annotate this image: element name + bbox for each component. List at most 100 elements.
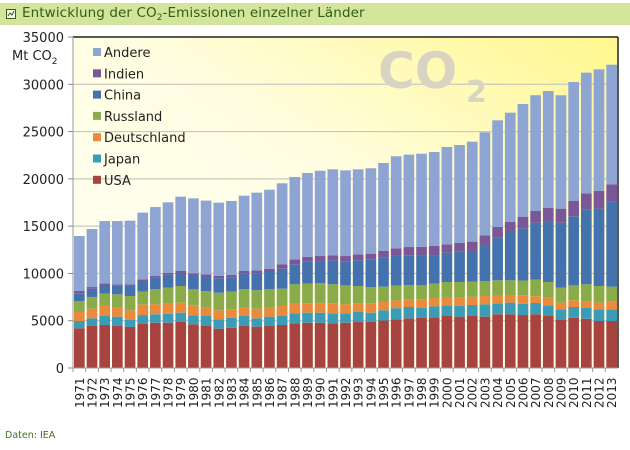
bar-segment-japan-1986 (264, 316, 275, 327)
bar-segment-indien-1994 (365, 253, 377, 260)
bar-segment-deutschland-1985 (251, 308, 263, 319)
bar-segment-russland-1992 (340, 285, 351, 305)
x-tick-label: 2013 (605, 377, 619, 408)
x-tick-label: 2002 (466, 377, 480, 408)
bar-segment-deutschland-1981 (200, 307, 212, 316)
legend-swatch (93, 90, 101, 99)
legend-label: Andere (104, 46, 150, 61)
bar-segment-usa-1985 (251, 326, 263, 368)
x-tick-label: 1987 (276, 377, 290, 408)
x-tick-label: 1974 (111, 377, 125, 408)
bar-segment-indien-1985 (251, 270, 263, 274)
bar-segment-indien-1986 (264, 268, 275, 273)
bar-segment-china-1979 (175, 272, 187, 287)
bar-segment-deutschland-1984 (238, 307, 250, 316)
y-tick-label: 35000 (23, 31, 64, 46)
bar-segment-japan-1973 (99, 315, 111, 325)
bar-segment-japan-2001 (454, 305, 465, 317)
bar-segment-andere-1996 (390, 156, 402, 249)
data-source: Daten: IEA (5, 430, 56, 441)
bar-segment-deutschland-1975 (124, 310, 136, 320)
bar-segment-andere-1978 (162, 202, 174, 273)
bar-segment-usa-1997 (403, 318, 415, 368)
x-tick-label: 2001 (453, 377, 467, 408)
bar-segment-usa-1994 (365, 321, 377, 368)
bar-segment-indien-2010 (568, 200, 579, 217)
bar-segment-deutschland-1972 (86, 308, 98, 319)
bar-segment-usa-1992 (340, 322, 351, 368)
bar-stack-2010 (568, 82, 579, 368)
bar-segment-china-1998 (416, 255, 427, 286)
bar-segment-usa-2000 (441, 315, 453, 368)
bar-segment-russland-2003 (479, 280, 491, 297)
x-tick-label: 2012 (592, 377, 606, 408)
bar-stack-2003 (479, 132, 491, 368)
bar-segment-deutschland-2005 (504, 294, 516, 303)
bar-segment-andere-2011 (580, 72, 592, 194)
bar-segment-russland-2005 (504, 280, 516, 295)
bar-segment-china-2009 (555, 222, 567, 288)
bar-stack-1984 (238, 195, 250, 368)
bar-segment-indien-2011 (580, 193, 592, 210)
bar-segment-china-2011 (580, 209, 592, 285)
bar-stack-1980 (188, 198, 199, 368)
y-tick-label: 15000 (23, 220, 64, 235)
legend-swatch (93, 154, 101, 163)
bar-segment-andere-1982 (213, 202, 225, 276)
bar-segment-russland-1986 (264, 289, 275, 307)
bar-segment-japan-1985 (251, 318, 263, 327)
bar-segment-deutschland-1980 (188, 305, 199, 316)
bar-segment-andere-2003 (479, 132, 491, 236)
bar-segment-deutschland-2007 (530, 296, 541, 303)
legend-swatch (93, 69, 101, 78)
bar-segment-andere-1999 (428, 152, 440, 246)
bar-segment-china-2003 (479, 244, 491, 281)
bar-segment-deutschland-2001 (454, 297, 465, 306)
legend-label: USA (104, 174, 131, 189)
bar-segment-russland-1981 (200, 291, 212, 308)
bar-segment-japan-2010 (568, 307, 579, 318)
bar-segment-indien-1978 (162, 272, 174, 275)
bar-stack-1979 (175, 196, 187, 368)
bar-segment-china-2000 (441, 252, 453, 283)
bar-stack-1976 (137, 212, 149, 368)
bar-segment-usa-2010 (568, 317, 579, 368)
bar-stack-1975 (124, 220, 136, 368)
chart-icon (6, 9, 16, 19)
legend-item-andere: Andere (93, 46, 150, 61)
bar-segment-indien-1987 (276, 264, 288, 269)
bar-segment-china-2002 (466, 251, 478, 282)
bar-segment-russland-2000 (441, 282, 453, 297)
bar-segment-japan-1990 (314, 312, 326, 323)
bar-segment-indien-1981 (200, 274, 212, 278)
x-tick-label: 2009 (554, 377, 568, 408)
bar-segment-deutschland-2003 (479, 296, 491, 305)
bar-segment-deutschland-1996 (390, 300, 402, 309)
bar-segment-indien-1977 (150, 275, 161, 278)
x-tick-label: 1973 (98, 377, 112, 408)
bar-segment-deutschland-2002 (466, 296, 478, 306)
bar-segment-russland-1999 (428, 283, 440, 299)
x-tick-label: 1996 (390, 377, 404, 408)
bar-segment-china-2006 (517, 228, 529, 281)
bar-segment-russland-1974 (112, 294, 123, 307)
bar-segment-russland-1982 (213, 292, 225, 311)
y-tick-label: 20000 (23, 173, 64, 188)
bar-segment-russland-2008 (542, 282, 554, 298)
bar-segment-indien-1971 (74, 291, 85, 294)
bar-segment-andere-1979 (175, 196, 187, 271)
bar-segment-usa-2001 (454, 316, 465, 368)
title-text-after: -Emissionen einzelner Länder (162, 5, 365, 21)
bar-stack-2006 (517, 103, 529, 368)
legend-item-china: China (93, 89, 141, 104)
bar-segment-deutschland-1988 (289, 303, 301, 314)
bar-segment-usa-2004 (492, 314, 503, 368)
bar-segment-indien-1995 (378, 250, 389, 258)
bar-segment-russland-1979 (175, 286, 187, 303)
bar-segment-deutschland-2000 (441, 296, 453, 306)
bar-segment-china-2004 (492, 237, 503, 281)
y-tick-label: 30000 (23, 78, 64, 93)
bar-stack-2002 (466, 141, 478, 368)
bar-segment-usa-1971 (74, 328, 85, 368)
x-tick-label: 1981 (200, 377, 214, 408)
